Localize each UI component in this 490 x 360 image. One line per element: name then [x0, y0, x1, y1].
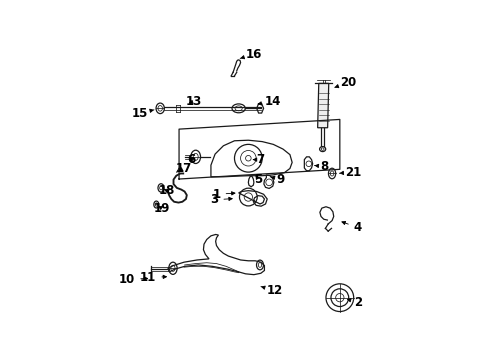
Text: 20: 20	[335, 76, 357, 89]
Text: 8: 8	[315, 160, 329, 173]
Text: 6: 6	[187, 153, 196, 166]
Text: 10: 10	[119, 273, 147, 286]
Text: 2: 2	[347, 296, 362, 309]
Text: 13: 13	[186, 95, 202, 108]
Text: 16: 16	[240, 48, 262, 61]
Polygon shape	[318, 84, 329, 128]
Text: 11: 11	[140, 271, 167, 284]
Text: 9: 9	[270, 172, 284, 185]
Text: 7: 7	[253, 153, 265, 166]
Text: 15: 15	[132, 107, 154, 120]
Text: 4: 4	[342, 221, 362, 234]
Text: 21: 21	[340, 166, 362, 179]
Text: 5: 5	[254, 172, 262, 185]
Text: 19: 19	[153, 202, 170, 215]
Text: 18: 18	[159, 184, 175, 197]
Text: 12: 12	[261, 284, 283, 297]
Text: 1: 1	[213, 188, 235, 201]
Text: 3: 3	[210, 193, 232, 206]
Text: 14: 14	[258, 95, 281, 108]
Text: 17: 17	[176, 162, 192, 175]
